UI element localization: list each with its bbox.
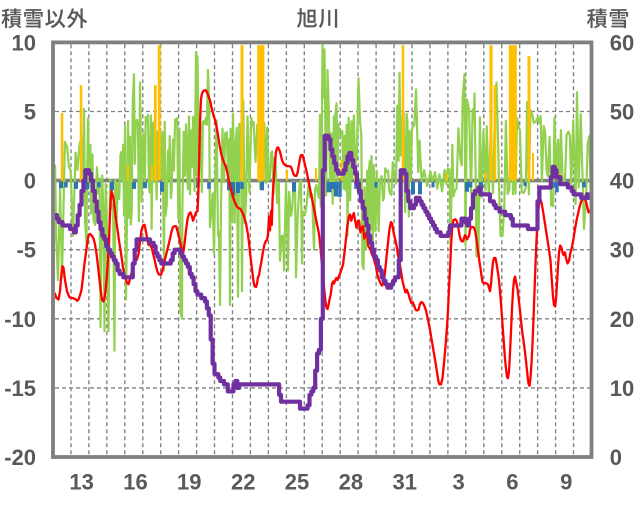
svg-text:30: 30 bbox=[610, 238, 634, 263]
svg-text:-5: -5 bbox=[16, 238, 36, 263]
svg-text:-10: -10 bbox=[4, 307, 36, 332]
svg-text:3: 3 bbox=[452, 470, 464, 495]
svg-text:16: 16 bbox=[123, 470, 147, 495]
svg-text:40: 40 bbox=[610, 169, 634, 194]
svg-text:10: 10 bbox=[610, 376, 634, 401]
svg-text:9: 9 bbox=[560, 470, 572, 495]
svg-text:-15: -15 bbox=[4, 376, 36, 401]
svg-text:10: 10 bbox=[12, 30, 36, 55]
svg-text:19: 19 bbox=[177, 470, 201, 495]
svg-text:50: 50 bbox=[610, 100, 634, 125]
svg-text:28: 28 bbox=[339, 470, 363, 495]
svg-text:60: 60 bbox=[610, 30, 634, 55]
svg-text:25: 25 bbox=[285, 470, 309, 495]
svg-text:6: 6 bbox=[506, 470, 518, 495]
svg-text:-20: -20 bbox=[4, 445, 36, 470]
svg-text:31: 31 bbox=[392, 470, 416, 495]
svg-text:0: 0 bbox=[24, 169, 36, 194]
svg-text:13: 13 bbox=[69, 470, 93, 495]
svg-text:22: 22 bbox=[231, 470, 255, 495]
svg-text:0: 0 bbox=[610, 445, 622, 470]
svg-text:5: 5 bbox=[24, 100, 36, 125]
svg-text:20: 20 bbox=[610, 307, 634, 332]
